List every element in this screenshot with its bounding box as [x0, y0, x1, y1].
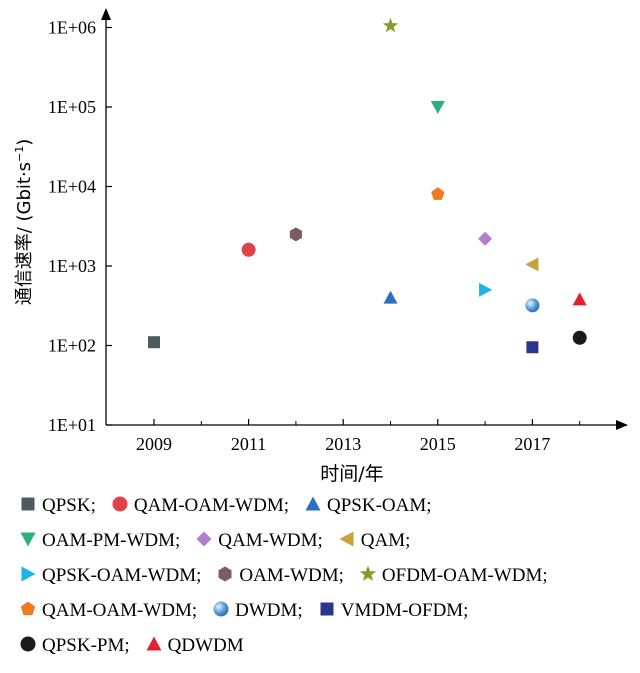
- legend-item: QPSK-OAM;: [303, 494, 432, 518]
- x-axis-label: 时间/年: [320, 463, 383, 485]
- data-point-6: [479, 282, 493, 297]
- y-tick-label: 1E+03: [48, 256, 96, 276]
- sphere-marker-icon: [213, 601, 229, 617]
- data-point-12: [572, 330, 587, 345]
- x-tick-label: 2011: [231, 434, 266, 454]
- data-point-7: [289, 227, 302, 242]
- data-point-3: [430, 101, 445, 114]
- legend-label: OAM-PM-WDM;: [42, 530, 181, 551]
- data-point-4: [478, 231, 493, 246]
- data-point-0: [148, 336, 160, 349]
- square-marker-icon: [320, 602, 334, 616]
- legend-item: QPSK;: [18, 494, 96, 518]
- legend-label: QAM-OAM-WDM;: [133, 495, 290, 516]
- data-point-13: [572, 292, 587, 306]
- square-marker-icon: [21, 497, 35, 511]
- legend-item: QAM-WDM;: [194, 529, 323, 553]
- legend-label: QPSK;: [42, 495, 96, 516]
- legend-label: QPSK-PM;: [42, 635, 130, 656]
- y-axis-arrow: [101, 8, 111, 20]
- legend-label: QPSK-OAM-WDM;: [42, 565, 202, 586]
- triangle-down-marker-icon: [20, 532, 36, 547]
- data-point-1: [241, 242, 256, 257]
- legend-row: QAM-OAM-WDM; DWDM; VMDM-OFDM;: [18, 599, 482, 623]
- diamond-marker-icon: [196, 531, 212, 547]
- legend-label: DWDM;: [235, 600, 303, 621]
- legend-label: OFDM-OAM-WDM;: [381, 565, 548, 586]
- x-tick-label: 2017: [514, 434, 550, 454]
- legend-label: QPSK-OAM;: [327, 495, 432, 516]
- triangle-left-marker-icon: [339, 531, 354, 547]
- star-marker-icon: [359, 565, 376, 581]
- legend-item: DWDM;: [211, 599, 303, 623]
- triangle-up-marker-icon: [305, 496, 321, 511]
- legend-label: QDWDM: [167, 635, 244, 656]
- legend-item: OAM-PM-WDM;: [18, 529, 180, 553]
- legend-row: OAM-PM-WDM; QAM-WDM; QAM;: [18, 529, 424, 553]
- legend-item: OAM-WDM;: [215, 564, 344, 588]
- legend-label: QAM-WDM;: [218, 530, 323, 551]
- y-tick-label: 1E+01: [48, 415, 96, 435]
- legend-item: QAM;: [337, 529, 411, 553]
- x-tick-label: 2009: [136, 434, 172, 454]
- y-tick-label: 1E+06: [48, 18, 96, 38]
- legend-item: VMDM-OFDM;: [317, 599, 469, 623]
- y-tick-label: 1E+05: [48, 97, 96, 117]
- legend-item: OFDM-OAM-WDM;: [358, 564, 548, 588]
- y-axis-label: 通信速率/ (Gbit·s−1): [13, 139, 35, 306]
- data-point-2: [383, 290, 398, 304]
- hexagon-marker-icon: [218, 566, 232, 582]
- data-point-8: [382, 17, 399, 33]
- circle-marker-icon: [20, 636, 36, 652]
- legend-item: QAM-OAM-WDM;: [18, 599, 197, 623]
- data-point-10: [525, 298, 540, 313]
- y-tick-label: 1E+04: [48, 177, 96, 197]
- legend-item: QAM-OAM-WDM;: [110, 494, 289, 518]
- legend-label: QAM-OAM-WDM;: [42, 600, 198, 621]
- legend-item: QDWDM: [144, 634, 244, 658]
- x-tick-label: 2015: [420, 434, 456, 454]
- circle-marker-icon: [112, 496, 128, 512]
- y-tick-label: 1E+02: [48, 336, 96, 356]
- legend-item: QPSK-PM;: [18, 634, 130, 658]
- data-point-9: [431, 187, 445, 200]
- x-axis-arrow: [616, 420, 628, 430]
- legend-label: VMDM-OFDM;: [340, 600, 469, 621]
- x-tick-label: 2013: [325, 434, 361, 454]
- legend-row: QPSK; QAM-OAM-WDM; QPSK-OAM;: [18, 494, 446, 518]
- triangle-right-marker-icon: [21, 566, 36, 582]
- legend-row: QPSK-OAM-WDM; OAM-WDM; OFDM-OAM-WDM;: [18, 564, 562, 588]
- pentagon-marker-icon: [20, 601, 36, 616]
- legend-item: QPSK-OAM-WDM;: [18, 564, 201, 588]
- data-point-5: [525, 257, 539, 272]
- triangle-up-marker-icon: [146, 636, 162, 651]
- legend-label: QAM;: [360, 530, 411, 551]
- legend-row: QPSK-PM; QDWDM: [18, 634, 258, 658]
- chart: 1E+01 1E+02 1E+03 1E+04 1E+05 1E+06 2009 2011 20…: [13, 8, 628, 485]
- data-point-11: [526, 341, 539, 354]
- legend-label: OAM-WDM;: [239, 565, 344, 586]
